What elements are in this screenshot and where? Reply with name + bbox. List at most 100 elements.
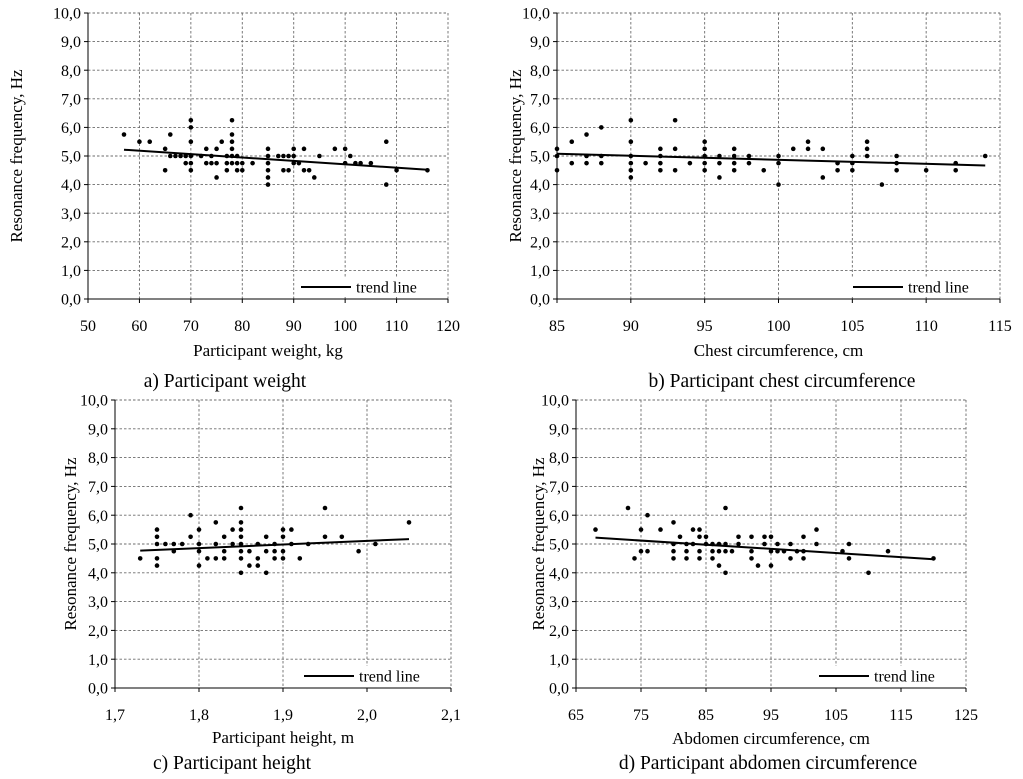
- data-point: [846, 556, 852, 561]
- data-point: [638, 548, 644, 554]
- data-point: [286, 153, 291, 159]
- data-point: [229, 132, 235, 137]
- data-point: [332, 146, 338, 152]
- data-point: [406, 520, 412, 525]
- data-point: [645, 548, 650, 554]
- x-tick-label: 110: [914, 318, 937, 335]
- data-point: [702, 139, 707, 144]
- data-point: [788, 541, 793, 547]
- data-point: [710, 548, 715, 554]
- y-tick-label: 8,0: [549, 450, 569, 467]
- y-tick-label: 1,0: [530, 263, 550, 280]
- data-point: [250, 160, 255, 166]
- data-point: [731, 168, 737, 173]
- data-point: [265, 146, 271, 152]
- data-point: [776, 153, 781, 159]
- data-point: [554, 153, 560, 159]
- data-point: [790, 146, 796, 152]
- data-point: [221, 548, 227, 554]
- data-point: [306, 168, 312, 173]
- y-tick-label: 2,0: [530, 234, 550, 251]
- y-tick-label: 7,0: [61, 91, 81, 108]
- data-point: [229, 117, 235, 123]
- y-tick-label: 3,0: [88, 594, 108, 611]
- data-point: [864, 153, 870, 159]
- data-point: [677, 534, 683, 540]
- data-point: [163, 541, 168, 547]
- data-point: [229, 160, 235, 166]
- data-point: [347, 153, 353, 159]
- data-point: [835, 168, 840, 173]
- data-point: [196, 563, 202, 568]
- data-point: [263, 548, 269, 554]
- data-point: [593, 527, 598, 532]
- data-point: [736, 541, 741, 547]
- scatter-series: [121, 117, 430, 187]
- chart-d: 0,0 1,0 2,0 3,0 4,0 5,0 6,0 7,0 8,0 9,0 10,0 65 75 85…: [529, 393, 978, 774]
- data-point: [247, 548, 252, 554]
- data-point: [554, 168, 560, 173]
- data-point: [658, 527, 663, 532]
- data-point: [894, 153, 899, 159]
- data-point: [311, 175, 317, 180]
- data-point: [137, 556, 143, 561]
- data-point: [196, 527, 202, 532]
- y-axis-title: Resonance frequency, Hz: [506, 69, 525, 243]
- data-point: [203, 146, 209, 152]
- data-point: [239, 168, 245, 173]
- data-point: [840, 548, 845, 554]
- data-point: [672, 146, 678, 152]
- x-tick-label: 70: [183, 318, 199, 335]
- data-point: [736, 534, 741, 540]
- x-tick-label: 105: [824, 707, 848, 724]
- data-point: [238, 534, 244, 540]
- data-point: [281, 153, 286, 159]
- x-axis-title: Abdomen circumference, cm: [672, 729, 870, 748]
- data-point: [723, 548, 728, 554]
- data-point: [154, 541, 160, 547]
- x-tick-label: 85: [549, 318, 565, 335]
- y-tick-label: 7,0: [549, 479, 569, 496]
- data-point: [272, 548, 277, 554]
- data-point: [658, 168, 663, 173]
- data-point: [196, 541, 202, 547]
- data-point: [671, 520, 676, 525]
- data-point: [383, 139, 389, 144]
- data-point: [628, 139, 634, 144]
- y-tick-label: 5,0: [530, 149, 550, 166]
- data-point: [213, 556, 219, 561]
- x-tick-label: 1,9: [273, 707, 293, 724]
- y-tick-label: 1,0: [61, 263, 81, 280]
- data-point: [762, 541, 767, 547]
- data-point: [291, 160, 297, 166]
- data-point: [702, 146, 707, 152]
- data-point: [339, 534, 345, 540]
- y-tick-label: 6,0: [549, 508, 569, 525]
- y-tick-label: 4,0: [530, 177, 550, 194]
- data-point: [702, 168, 707, 173]
- data-point: [731, 153, 737, 159]
- data-point: [188, 125, 194, 130]
- y-tick-label: 9,0: [61, 34, 81, 51]
- y-tick-label: 9,0: [88, 421, 108, 438]
- chart-caption: a) Participant weight: [144, 371, 307, 392]
- data-point: [801, 534, 806, 540]
- data-point: [879, 182, 885, 187]
- legend: trend line: [298, 277, 443, 297]
- trend-line: [556, 152, 986, 167]
- data-point: [717, 175, 722, 180]
- legend-label: trend line: [359, 669, 420, 686]
- data-point: [645, 512, 650, 518]
- data-point: [272, 556, 277, 561]
- data-point: [658, 160, 663, 166]
- data-point: [301, 146, 307, 152]
- y-tick-label: 0,0: [549, 681, 569, 698]
- data-point: [394, 168, 399, 173]
- data-point: [864, 146, 870, 152]
- data-point: [188, 160, 194, 166]
- x-tick-label: 120: [436, 318, 460, 335]
- data-point: [749, 534, 754, 540]
- data-point: [301, 168, 307, 173]
- data-point: [953, 168, 958, 173]
- y-tick-label: 2,0: [549, 623, 569, 640]
